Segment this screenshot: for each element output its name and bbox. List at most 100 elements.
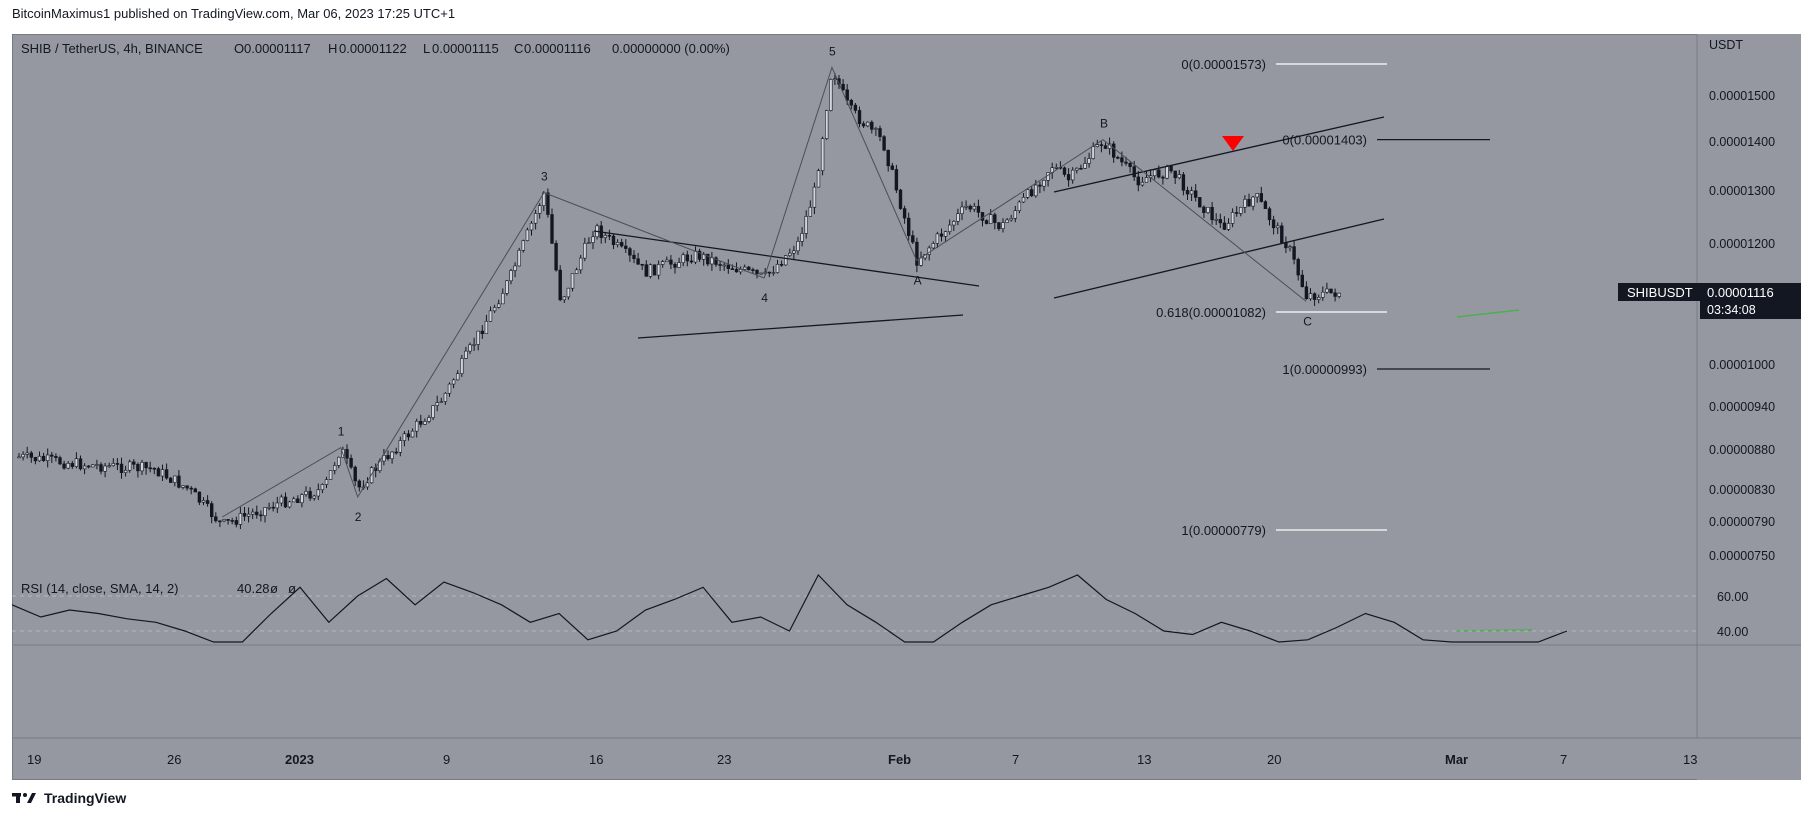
candle-body bbox=[1214, 219, 1218, 221]
fib-label: 0.618(0.00001082) bbox=[1156, 305, 1266, 320]
candle-body bbox=[771, 272, 776, 274]
candle-body bbox=[804, 216, 808, 234]
candle-body bbox=[628, 248, 632, 256]
candle-body bbox=[1222, 222, 1227, 230]
candle-body bbox=[943, 231, 948, 237]
candle-body bbox=[451, 379, 456, 385]
candle-body bbox=[1288, 246, 1292, 249]
price-tick-label: 0.00000830 bbox=[1709, 483, 1775, 497]
price-tag-price: 0.00001116 bbox=[1707, 285, 1774, 300]
low-label: L bbox=[423, 41, 430, 56]
candle-body bbox=[710, 257, 714, 265]
tradingview-logo-icon bbox=[12, 793, 36, 803]
price-tick-label: 0.00000790 bbox=[1709, 515, 1775, 529]
candle-body bbox=[1001, 222, 1005, 229]
close-value: 0.00001116 bbox=[524, 41, 591, 56]
candle-body bbox=[99, 464, 103, 472]
candle-body bbox=[472, 344, 476, 346]
rsi-value: 40.28 bbox=[237, 581, 270, 596]
candle-body bbox=[947, 224, 952, 232]
candle-body bbox=[829, 79, 833, 111]
candle-body bbox=[738, 269, 743, 273]
wave-label-3: 3 bbox=[541, 170, 548, 184]
candle-body bbox=[91, 464, 95, 468]
candle-body bbox=[144, 462, 148, 469]
candle-body bbox=[1066, 174, 1071, 181]
candle-body bbox=[939, 233, 944, 237]
candle-body bbox=[722, 264, 726, 267]
candle-body bbox=[1292, 246, 1296, 260]
candle-body bbox=[406, 433, 411, 438]
candle-body bbox=[50, 454, 54, 457]
candle-body bbox=[82, 465, 87, 470]
rsi-axis: 60.00 40.00 bbox=[1717, 590, 1748, 639]
candle-body bbox=[619, 242, 624, 247]
candle-body bbox=[747, 266, 751, 270]
date-tick-label: 9 bbox=[443, 752, 450, 767]
candle-body bbox=[886, 149, 890, 167]
candle-body bbox=[103, 465, 107, 472]
price-axis[interactable]: USDT 0.00001500 0.00001400 0.00001300 0.0000… bbox=[1709, 38, 1775, 563]
tradingview-footer: TradingView bbox=[12, 790, 126, 806]
price-tag: SHIBUSDT 0.00001116 03:34:08 bbox=[1618, 283, 1801, 319]
candle-body bbox=[128, 461, 132, 471]
candle-body bbox=[501, 293, 505, 305]
price-tick-label: 0.00000750 bbox=[1709, 549, 1775, 563]
candle-body bbox=[1312, 293, 1317, 300]
candle-body bbox=[652, 264, 657, 276]
candle-body bbox=[517, 250, 521, 267]
candle-body bbox=[1263, 201, 1268, 209]
price-divergence-line bbox=[1456, 309, 1520, 318]
candle-body bbox=[685, 254, 690, 262]
candle-body bbox=[123, 469, 128, 473]
candle-body bbox=[615, 242, 620, 246]
candle-body bbox=[587, 242, 591, 244]
candle-body bbox=[1079, 167, 1083, 170]
candle-body bbox=[902, 208, 907, 219]
candle-body bbox=[915, 241, 919, 266]
candle-body bbox=[291, 498, 296, 503]
candle-body bbox=[140, 462, 144, 472]
date-tick-label: 2023 bbox=[285, 752, 314, 767]
close-label: C bbox=[514, 41, 523, 56]
price-tag-countdown: 03:34:08 bbox=[1707, 303, 1756, 317]
candle-body bbox=[808, 206, 813, 217]
candle-body bbox=[533, 213, 538, 224]
trendlines bbox=[593, 116, 1385, 339]
candle-body bbox=[636, 258, 640, 265]
candle-body bbox=[833, 78, 837, 81]
candle-body bbox=[21, 454, 25, 458]
candle-body bbox=[1017, 201, 1022, 211]
candle-body bbox=[562, 296, 567, 301]
candle-body bbox=[648, 264, 653, 277]
candle-body bbox=[332, 465, 337, 471]
candle-body bbox=[173, 475, 177, 483]
candle-body bbox=[87, 465, 91, 468]
candle-body bbox=[779, 263, 784, 266]
candle-body bbox=[1071, 169, 1075, 181]
candle-body bbox=[578, 257, 583, 271]
candle-body bbox=[1025, 189, 1030, 198]
time-axis[interactable]: 19 26 2023 9 16 23 Feb 7 13 20 Mar 7 13 bbox=[27, 752, 1697, 767]
candle-body bbox=[734, 268, 739, 273]
candle-body bbox=[1177, 174, 1182, 179]
candle-body bbox=[742, 266, 747, 270]
candle-body bbox=[33, 457, 38, 462]
candle-body bbox=[1103, 145, 1108, 149]
candle-body bbox=[45, 454, 50, 461]
channel-upper-line bbox=[1053, 116, 1385, 193]
candle-body bbox=[763, 271, 767, 274]
candle-body bbox=[492, 307, 497, 312]
candle-body bbox=[824, 110, 829, 139]
candle-body bbox=[1132, 166, 1136, 178]
price-tick-label: 0.00001500 bbox=[1709, 89, 1775, 103]
date-tick-label: 26 bbox=[167, 752, 181, 767]
candle-body bbox=[439, 401, 443, 403]
candle-body bbox=[1054, 167, 1059, 169]
candle-body bbox=[513, 265, 517, 271]
candle-body bbox=[919, 257, 923, 266]
candle-body bbox=[169, 477, 173, 483]
candle-body bbox=[201, 500, 206, 503]
candle-body bbox=[1230, 212, 1235, 224]
